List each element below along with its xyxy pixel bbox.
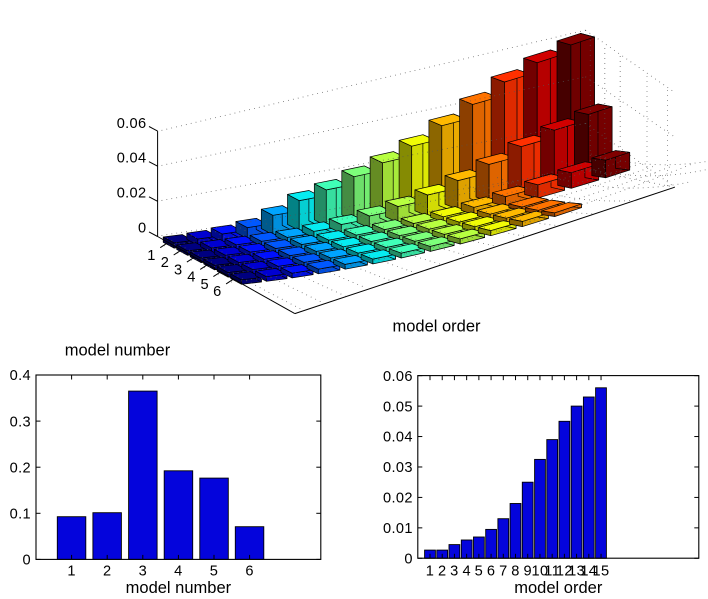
svg-text:0.3: 0.3 [10, 414, 31, 430]
svg-text:0.4: 0.4 [10, 368, 31, 384]
svg-text:1: 1 [426, 564, 434, 580]
svg-text:5: 5 [200, 277, 208, 293]
svg-text:0.01: 0.01 [383, 521, 413, 537]
svg-text:0.2: 0.2 [10, 460, 31, 476]
svg-text:6: 6 [213, 284, 221, 300]
svg-text:model order: model order [392, 318, 481, 336]
svg-text:2: 2 [161, 255, 169, 271]
svg-text:model order: model order [514, 579, 603, 597]
svg-text:8: 8 [511, 564, 519, 580]
svg-text:0.04: 0.04 [383, 430, 413, 446]
svg-text:0.06: 0.06 [383, 369, 413, 385]
svg-text:12: 12 [556, 564, 573, 580]
svg-text:4: 4 [174, 564, 182, 580]
svg-text:0: 0 [23, 553, 31, 569]
svg-text:15: 15 [593, 564, 610, 580]
svg-text:5: 5 [210, 564, 218, 580]
svg-text:0.06: 0.06 [117, 116, 147, 132]
svg-text:0: 0 [138, 221, 146, 237]
svg-text:14: 14 [580, 564, 597, 580]
svg-text:0.1: 0.1 [10, 507, 31, 523]
svg-text:4: 4 [462, 564, 470, 580]
svg-text:7: 7 [499, 564, 507, 580]
svg-text:13: 13 [568, 564, 585, 580]
svg-text:0: 0 [404, 552, 412, 568]
svg-text:3: 3 [139, 564, 147, 580]
svg-text:6: 6 [245, 564, 253, 580]
svg-text:3: 3 [174, 262, 182, 278]
svg-text:5: 5 [475, 564, 483, 580]
svg-text:9: 9 [523, 564, 531, 580]
svg-text:1: 1 [147, 248, 155, 264]
svg-text:2: 2 [103, 564, 111, 580]
svg-text:0.02: 0.02 [117, 186, 147, 202]
svg-text:4: 4 [187, 270, 195, 286]
svg-text:6: 6 [487, 564, 495, 580]
svg-text:3: 3 [450, 564, 458, 580]
svg-text:10: 10 [532, 564, 549, 580]
svg-text:0.05: 0.05 [383, 399, 413, 415]
svg-text:1: 1 [67, 564, 75, 580]
svg-text:0.04: 0.04 [117, 151, 147, 167]
svg-text:0.02: 0.02 [383, 491, 413, 507]
svg-text:0.03: 0.03 [383, 460, 413, 476]
svg-text:2: 2 [438, 564, 446, 580]
svg-text:model number: model number [65, 342, 171, 360]
svg-text:11: 11 [544, 564, 560, 580]
svg-text:model number: model number [126, 579, 232, 597]
